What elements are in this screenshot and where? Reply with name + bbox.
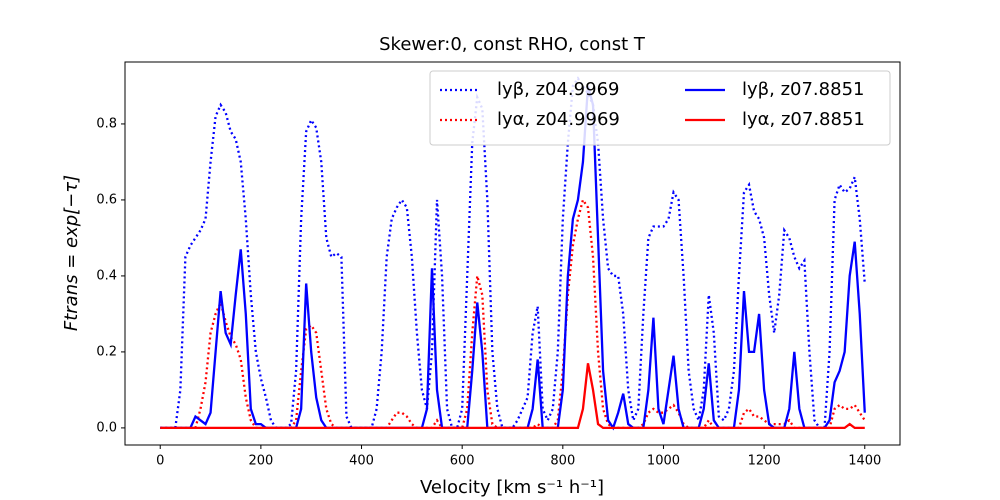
legend-label: lyβ, z07.8851 [742,79,864,100]
legend-box [429,70,891,146]
legend-label: lyα, z07.8851 [742,109,865,130]
y-tick-label: 0.0 [96,420,117,435]
plot-frame [124,61,901,446]
y-axis-label: Ftrans = exp[−τ] [61,175,82,331]
y-tick-label: 0.6 [96,192,117,207]
x-tick-label: 400 [349,454,374,469]
series-line [160,363,865,430]
y-tick-label: 0.4 [96,268,117,283]
x-tick-label: 600 [450,454,475,469]
legend-label: lyβ, z04.9969 [497,79,619,100]
x-tick-label: 0 [156,454,164,469]
x-tick-label: 1400 [848,454,881,469]
x-tick-label: 1000 [647,454,680,469]
x-tick-label: 800 [550,454,575,469]
chart-title: Skewer:0, const RHO, const T [379,34,646,55]
series-line [160,197,866,430]
x-tick-label: 200 [248,454,273,469]
x-axis-label: Velocity [km s⁻¹ h⁻¹] [420,477,604,498]
x-tick-label: 1200 [748,454,781,469]
y-tick-label: 0.2 [96,344,117,359]
legend-label: lyα, z04.9969 [497,109,620,130]
y-tick-label: 0.8 [96,116,117,131]
